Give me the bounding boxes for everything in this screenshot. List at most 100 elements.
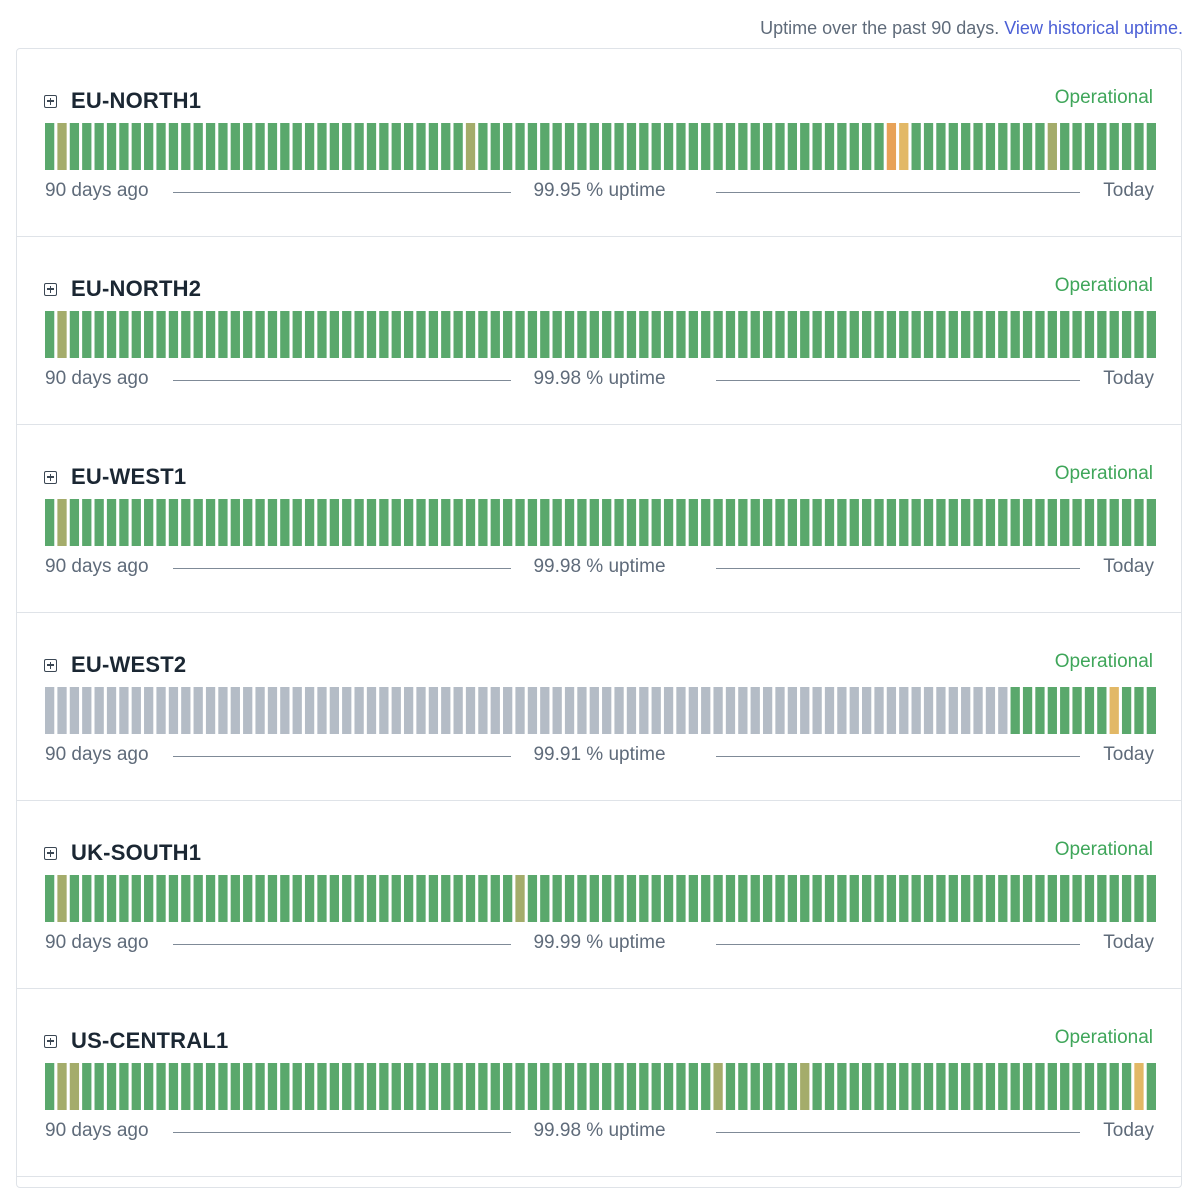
uptime-day-bar[interactable] xyxy=(1097,499,1107,546)
uptime-day-bar[interactable] xyxy=(651,687,661,734)
uptime-day-bar[interactable] xyxy=(1072,499,1082,546)
uptime-day-bar[interactable] xyxy=(329,499,339,546)
uptime-day-bar[interactable] xyxy=(181,311,191,358)
uptime-day-bar[interactable] xyxy=(243,123,253,170)
uptime-day-bar[interactable] xyxy=(131,1063,141,1110)
uptime-day-bar[interactable] xyxy=(317,687,327,734)
uptime-day-bar[interactable] xyxy=(577,875,587,922)
uptime-day-bar[interactable] xyxy=(453,687,463,734)
uptime-day-bar[interactable] xyxy=(985,311,996,358)
uptime-day-bar[interactable] xyxy=(280,311,290,358)
uptime-day-bar[interactable] xyxy=(205,499,216,546)
uptime-day-bar[interactable] xyxy=(503,123,513,170)
uptime-day-bar[interactable] xyxy=(973,123,983,170)
uptime-day-bar[interactable] xyxy=(1072,123,1082,170)
uptime-day-bar[interactable] xyxy=(936,311,946,358)
uptime-day-bar[interactable] xyxy=(651,123,661,170)
uptime-day-bar[interactable] xyxy=(911,311,921,358)
uptime-day-bar[interactable] xyxy=(961,1063,971,1110)
uptime-day-bar[interactable] xyxy=(602,687,612,734)
uptime-day-bar[interactable] xyxy=(824,123,835,170)
uptime-day-bar[interactable] xyxy=(602,123,612,170)
uptime-day-bar[interactable] xyxy=(515,687,525,734)
uptime-day-bar[interactable] xyxy=(144,875,154,922)
uptime-day-bar[interactable] xyxy=(663,1063,674,1110)
uptime-day-bar[interactable] xyxy=(948,123,958,170)
uptime-day-bar[interactable] xyxy=(428,499,439,546)
uptime-day-bar[interactable] xyxy=(1035,1063,1045,1110)
uptime-day-bar[interactable] xyxy=(280,499,290,546)
uptime-day-bar[interactable] xyxy=(1084,875,1095,922)
uptime-day-bar[interactable] xyxy=(465,499,476,546)
uptime-day-bar[interactable] xyxy=(181,1063,191,1110)
uptime-day-bar[interactable] xyxy=(688,875,698,922)
uptime-day-bar[interactable] xyxy=(255,499,265,546)
uptime-day-bar[interactable] xyxy=(354,499,364,546)
uptime-day-bar[interactable] xyxy=(750,123,760,170)
uptime-day-bar[interactable] xyxy=(119,875,129,922)
uptime-day-bar[interactable] xyxy=(1084,123,1095,170)
uptime-day-bar[interactable] xyxy=(1097,875,1107,922)
uptime-day-bar[interactable] xyxy=(342,499,352,546)
uptime-day-bar[interactable] xyxy=(230,875,240,922)
uptime-day-bar[interactable] xyxy=(1109,123,1119,170)
uptime-day-bar[interactable] xyxy=(156,875,166,922)
uptime-day-bar[interactable] xyxy=(961,311,971,358)
uptime-day-bar[interactable] xyxy=(441,687,451,734)
uptime-day-bar[interactable] xyxy=(403,123,414,170)
uptime-day-bar[interactable] xyxy=(82,875,92,922)
uptime-day-bar[interactable] xyxy=(589,311,599,358)
uptime-day-bar[interactable] xyxy=(267,875,278,922)
uptime-day-bar[interactable] xyxy=(787,1063,798,1110)
uptime-day-bar[interactable] xyxy=(564,123,575,170)
uptime-day-bar[interactable] xyxy=(119,499,129,546)
uptime-day-bar[interactable] xyxy=(1022,123,1033,170)
expand-plus-icon[interactable] xyxy=(44,94,57,108)
uptime-day-bar[interactable] xyxy=(490,123,500,170)
uptime-day-bar[interactable] xyxy=(1047,123,1057,170)
uptime-day-bar[interactable] xyxy=(317,499,327,546)
uptime-day-bar[interactable] xyxy=(1022,499,1033,546)
expand-plus-icon[interactable] xyxy=(44,1034,57,1048)
uptime-day-bar[interactable] xyxy=(787,687,798,734)
uptime-day-bar[interactable] xyxy=(1109,499,1119,546)
uptime-day-bar[interactable] xyxy=(775,311,785,358)
uptime-day-bar[interactable] xyxy=(267,123,278,170)
uptime-day-bar[interactable] xyxy=(69,1063,80,1110)
uptime-day-bar[interactable] xyxy=(589,499,599,546)
uptime-day-bar[interactable] xyxy=(886,311,897,358)
uptime-day-bar[interactable] xyxy=(379,311,389,358)
uptime-day-bar[interactable] xyxy=(465,123,476,170)
uptime-day-bar[interactable] xyxy=(156,1063,166,1110)
uptime-day-bar[interactable] xyxy=(230,311,240,358)
uptime-day-bar[interactable] xyxy=(713,499,723,546)
uptime-day-bar[interactable] xyxy=(243,687,253,734)
uptime-day-bar[interactable] xyxy=(230,1063,240,1110)
uptime-day-bar[interactable] xyxy=(267,499,278,546)
uptime-day-bar[interactable] xyxy=(342,687,352,734)
uptime-day-bar[interactable] xyxy=(465,1063,476,1110)
uptime-day-bar[interactable] xyxy=(540,875,550,922)
uptime-day-bar[interactable] xyxy=(527,875,538,922)
uptime-day-bar[interactable] xyxy=(589,687,599,734)
uptime-day-bar[interactable] xyxy=(329,123,339,170)
uptime-day-bar[interactable] xyxy=(1109,687,1119,734)
uptime-day-bar[interactable] xyxy=(800,875,810,922)
uptime-day-bar[interactable] xyxy=(725,311,736,358)
uptime-day-bar[interactable] xyxy=(676,1063,686,1110)
uptime-day-bar[interactable] xyxy=(106,875,117,922)
uptime-day-bar[interactable] xyxy=(1072,687,1082,734)
uptime-day-bar[interactable] xyxy=(1146,123,1156,170)
uptime-day-bar[interactable] xyxy=(614,123,624,170)
uptime-day-bar[interactable] xyxy=(849,1063,859,1110)
uptime-day-bar[interactable] xyxy=(416,311,426,358)
uptime-day-bar[interactable] xyxy=(936,875,946,922)
uptime-day-bar[interactable] xyxy=(540,1063,550,1110)
uptime-day-bar[interactable] xyxy=(923,499,934,546)
uptime-day-bar[interactable] xyxy=(923,311,934,358)
uptime-day-bar[interactable] xyxy=(701,875,711,922)
uptime-day-bar[interactable] xyxy=(948,875,958,922)
uptime-day-bar[interactable] xyxy=(428,875,439,922)
uptime-day-bar[interactable] xyxy=(354,311,364,358)
uptime-day-bar[interactable] xyxy=(94,687,104,734)
